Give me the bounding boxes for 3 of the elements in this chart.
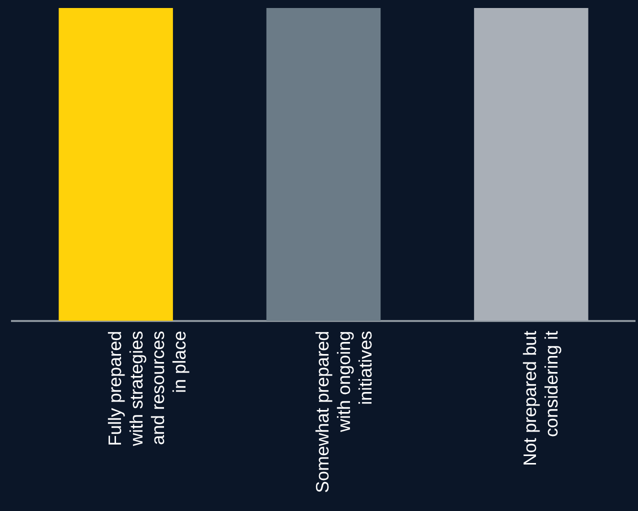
x-tick-label: Fully prepared with strategies and resources in place bbox=[104, 330, 190, 447]
x-tick-label: Somewhat prepared with ongoing initiatives bbox=[312, 330, 376, 494]
x-tick-label: Not prepared but considering it bbox=[520, 330, 562, 466]
